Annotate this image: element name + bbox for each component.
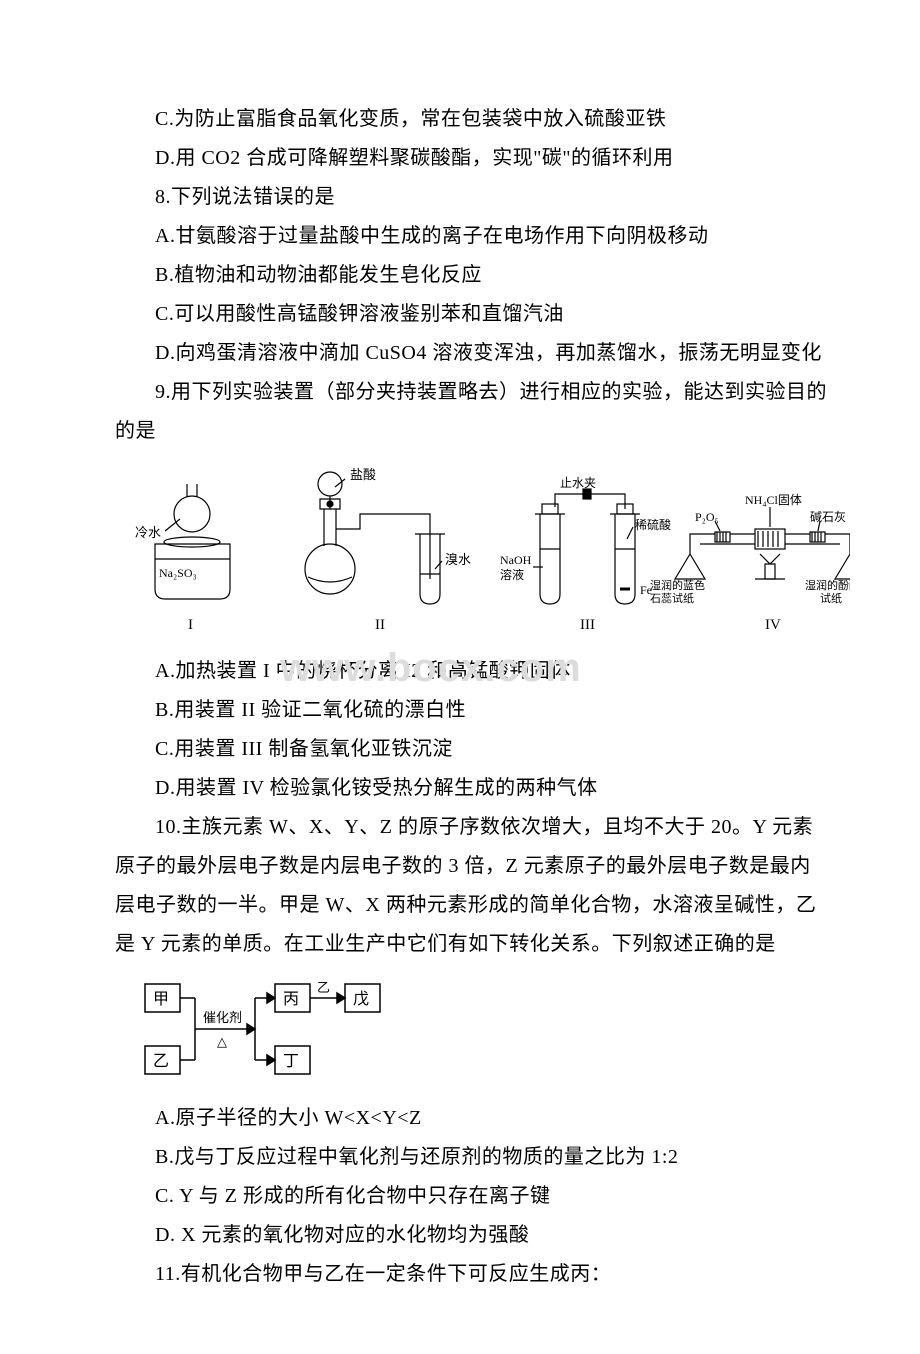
svg-text:Na₂SO₃: Na₂SO₃	[159, 566, 197, 580]
svg-text:冷水: 冷水	[135, 525, 161, 540]
svg-text:戊: 戊	[353, 990, 369, 1008]
svg-text:碱石灰: 碱石灰	[810, 510, 846, 524]
question-8: 8.下列说法错误的是	[115, 178, 830, 217]
option-c: C.为防止富脂食品氧化变质，常在包装袋中放入硫酸亚铁	[115, 100, 830, 139]
svg-text:催化剂: 催化剂	[203, 1010, 242, 1025]
q9-option-b: B.用装置 II 验证二氧化硫的漂白性	[115, 691, 830, 730]
svg-text:溶液: 溶液	[500, 567, 524, 582]
q8-option-b: B.植物油和动物油都能发生皂化反应	[115, 256, 830, 295]
q10-option-c: C. Y 与 Z 形成的所有化合物中只存在离子键	[115, 1177, 830, 1216]
svg-text:止水夹: 止水夹	[560, 476, 596, 490]
svg-text:试纸: 试纸	[820, 592, 842, 605]
svg-text:NaOH: NaOH	[500, 553, 532, 567]
question-9: 9.用下列实验装置（部分夹持装置略去）进行相应的实验，能达到实验目的的是	[115, 373, 830, 451]
svg-text:丁: 丁	[283, 1053, 299, 1070]
svg-text:溴水: 溴水	[445, 552, 471, 567]
svg-text:NH₄Cl固体: NH₄Cl固体	[745, 493, 802, 507]
q8-option-a: A.甘氨酸溶于过量盐酸中生成的离子在电场作用下向阴极移动	[115, 217, 830, 256]
svg-text:IV: IV	[765, 617, 781, 633]
option-d: D.用 CO2 合成可降解塑料聚碳酸酯，实现"碳"的循环利用	[115, 139, 830, 178]
svg-text:稀硫酸: 稀硫酸	[635, 517, 671, 532]
svg-text:湿润的酚酞: 湿润的酚酞	[805, 578, 850, 592]
flowchart-figure: 甲 乙 催化剂 △ 丙	[135, 974, 390, 1089]
q9-option-d: D.用装置 IV 检验氯化铵受热分解生成的两种气体	[115, 769, 830, 808]
svg-text:石蕊试纸: 石蕊试纸	[650, 592, 694, 605]
svg-text:△: △	[217, 1034, 227, 1049]
svg-text:湿润的蓝色: 湿润的蓝色	[650, 578, 705, 592]
q8-option-c: C.可以用酸性高锰酸钾溶液鉴别苯和直馏汽油	[115, 295, 830, 334]
svg-text:乙: 乙	[317, 980, 330, 995]
question-11: 11.有机化合物甲与乙在一定条件下可反应生成丙：	[115, 1255, 830, 1294]
svg-text:甲: 甲	[153, 991, 169, 1008]
svg-text:丙: 丙	[283, 991, 299, 1008]
apparatus-figure: 冷水 Na₂SO₃ I	[135, 459, 850, 644]
q8-option-d: D.向鸡蛋清溶液中滴加 CuSO4 溶液变浑浊，再加蒸馏水，振荡无明显变化	[115, 334, 830, 373]
question-10: 10.主族元素 W、X、Y、Z 的原子序数依次增大，且均不大于 20。Y 元素原…	[115, 808, 830, 964]
q9-option-c: C.用装置 III 制备氢氧化亚铁沉淀	[115, 730, 830, 769]
svg-text:盐酸: 盐酸	[350, 467, 376, 482]
svg-text:乙: 乙	[153, 1053, 169, 1070]
q10-option-b: B.戊与丁反应过程中氧化剂与还原剂的物质的量之比为 1:2	[115, 1138, 830, 1177]
q9-option-a: A.加热装置 I 中的烧杯分离 I2 和高锰酸钾固体	[115, 652, 830, 691]
svg-text:II: II	[375, 617, 385, 633]
q10-option-a: A.原子半径的大小 W<X<Y<Z	[115, 1099, 830, 1138]
q10-option-d: D. X 元素的氧化物对应的水化物均为强酸	[115, 1216, 830, 1255]
svg-text:I: I	[188, 617, 193, 633]
svg-text:III: III	[580, 617, 595, 633]
